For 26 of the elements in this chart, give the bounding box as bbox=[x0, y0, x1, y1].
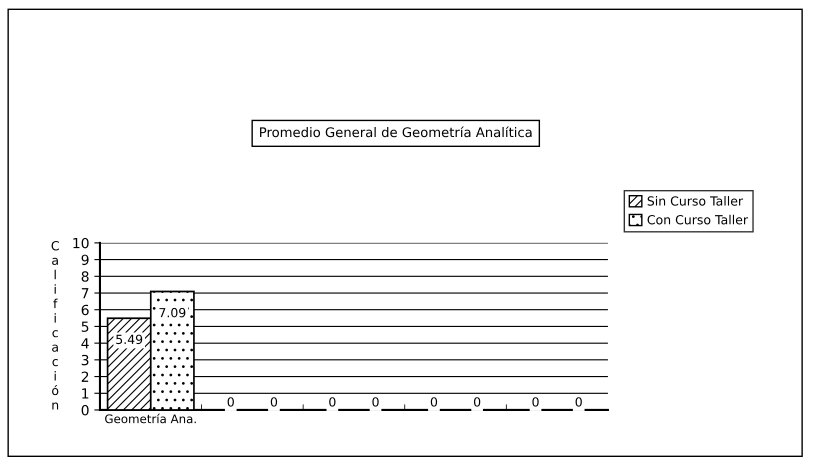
data-label: 5.49 bbox=[116, 334, 142, 344]
y-tick-label: 0 bbox=[82, 404, 89, 416]
chart-title: Promedio General de Geometría Analítica bbox=[260, 126, 532, 138]
y-tick-label: 6 bbox=[82, 304, 89, 316]
y-tick-label: 5 bbox=[82, 322, 88, 332]
y-tick-label: 8 bbox=[82, 271, 89, 282]
x-tick-label: Geometría Ana. bbox=[105, 414, 196, 424]
data-label: 0 bbox=[532, 397, 539, 407]
y-tick-label: 3 bbox=[82, 354, 88, 366]
y-tick-label: 1 bbox=[82, 388, 88, 399]
text: Calificación bbox=[52, 241, 59, 410]
data-label: 0 bbox=[228, 397, 234, 407]
y-tick-label: 4 bbox=[81, 338, 89, 348]
y-tick-label: 2 bbox=[82, 372, 88, 382]
legend-label: Sin Curso Taller bbox=[648, 196, 744, 206]
data-label: 0 bbox=[474, 397, 480, 407]
data-label: 0 bbox=[270, 397, 278, 407]
data-label: 0 bbox=[329, 397, 336, 407]
data-label: 7.09 bbox=[159, 308, 186, 318]
data-label: 0 bbox=[430, 397, 438, 407]
y-tick-label: 10 bbox=[73, 238, 89, 248]
y-tick-label: 7 bbox=[82, 288, 88, 298]
legend-label: Con Curso Taller bbox=[648, 214, 748, 224]
data-label: 0 bbox=[576, 397, 582, 407]
y-tick-label: 9 bbox=[82, 254, 89, 266]
data-label: 0 bbox=[372, 397, 379, 407]
